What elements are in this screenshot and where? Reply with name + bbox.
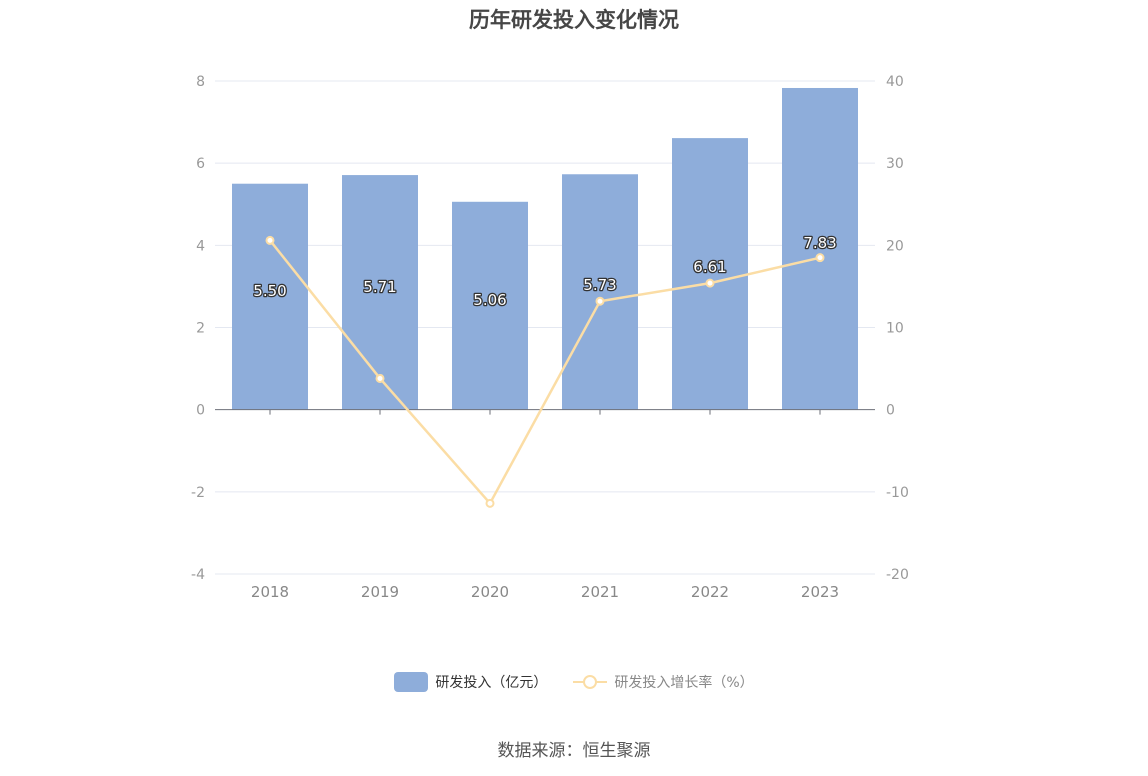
y-left-tick-label: 2	[196, 321, 205, 337]
y-right-tick-label: -10	[886, 485, 909, 501]
x-tick-label: 2020	[471, 583, 509, 601]
bar-data-label: 5.06	[473, 291, 506, 309]
bar-data-label: 5.71	[363, 278, 396, 296]
bar-data-label: 5.73	[583, 276, 616, 294]
x-tick-label: 2021	[581, 583, 619, 601]
legend-item-line[interactable]: 研发投入增长率（%）	[573, 672, 754, 692]
legend-bar-swatch	[394, 672, 429, 692]
bar-data-label: 7.83	[803, 234, 836, 252]
bar	[342, 175, 418, 410]
bar	[672, 138, 748, 410]
bar-data-label: 5.50	[253, 282, 286, 300]
y-right-tick-label: 0	[886, 403, 895, 419]
y-left-tick-label: -4	[191, 567, 205, 583]
growth-point	[375, 373, 385, 383]
x-tick-label: 2019	[361, 583, 399, 601]
line-series	[265, 235, 825, 508]
legend-line-swatch	[573, 672, 608, 692]
y-left-tick-label: -2	[191, 485, 205, 501]
data-source: 数据来源：恒生聚源	[497, 741, 651, 761]
y-left-tick-label: 4	[196, 238, 205, 254]
grid-lines	[215, 80, 875, 575]
y-right-tick-label: 30	[886, 156, 904, 172]
x-tick-label: 2023	[801, 583, 839, 601]
growth-point	[265, 235, 275, 245]
growth-point	[815, 253, 825, 263]
y-right-tick-label: -20	[886, 567, 909, 583]
y-left-tick-label: 6	[196, 156, 205, 172]
x-tick-label: 2022	[691, 583, 729, 601]
y-right-tick-label: 20	[886, 238, 904, 254]
bar-series	[232, 87, 858, 410]
bar	[562, 174, 638, 410]
growth-point	[595, 296, 605, 306]
x-axis	[215, 409, 875, 415]
legend-item-bar[interactable]: 研发投入（亿元）	[394, 672, 547, 692]
x-tick-label: 2018	[251, 583, 289, 601]
legend-line-label: 研发投入增长率（%）	[614, 675, 754, 691]
data-labels: 5.50 5.71 5.06 5.73 6.61 7.83	[252, 233, 838, 311]
y-right-tick-label: 10	[886, 321, 904, 337]
y-left-tick-label: 0	[196, 403, 205, 419]
y-left-tick-label: 8	[196, 74, 205, 90]
growth-line	[269, 239, 821, 505]
bar-data-label: 6.61	[693, 258, 726, 276]
legend: 研发投入（亿元） 研发投入增长率（%）	[0, 672, 1148, 692]
y-right-tick-label: 40	[886, 74, 904, 90]
chart-title: 历年研发投入变化情况	[469, 8, 679, 32]
growth-point	[485, 498, 495, 508]
bar	[232, 183, 308, 410]
legend-bar-label: 研发投入（亿元）	[435, 675, 548, 691]
bar	[452, 201, 528, 410]
growth-point	[705, 278, 715, 288]
chart-canvas: 5.50 5.715.065.736.617.83 -4-202468-20-10…	[191, 74, 909, 601]
bar	[782, 87, 858, 410]
